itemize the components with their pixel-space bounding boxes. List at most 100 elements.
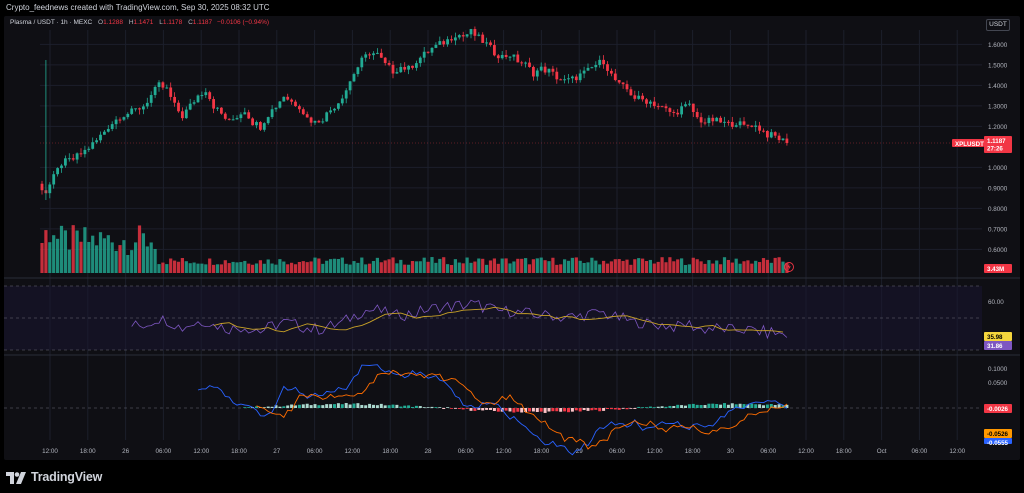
time-tick-label: 12:00 [798, 448, 814, 455]
macd-histogram-bar [621, 408, 625, 409]
candle-body [551, 68, 555, 72]
high-value: 1.1471 [133, 19, 154, 26]
macd-histogram-bar [461, 408, 465, 410]
macd-histogram-bar [719, 404, 723, 408]
time-tick-label: 27 [273, 448, 281, 455]
currency-badge[interactable]: USDT [986, 19, 1010, 31]
macd-histogram-bar [738, 403, 742, 408]
macd-histogram-bar [668, 405, 672, 408]
candle-body [524, 62, 527, 64]
candle-body [134, 108, 137, 110]
tradingview-logo[interactable]: TradingView [6, 470, 102, 484]
candle-body [247, 112, 251, 119]
macd-histogram-bar [742, 404, 746, 408]
candle-body [660, 106, 664, 108]
candle-body [227, 118, 231, 120]
macd-histogram-bar [648, 406, 652, 408]
macd-histogram-bar [762, 405, 765, 408]
volume-bar [297, 261, 301, 273]
price-chart[interactable]: 1.6000 1.5000 1.4000 1.3000 1.2000 1.0000 0.90… [0, 0, 1024, 462]
time-tick-label: 18:00 [836, 448, 852, 455]
macd-histogram-bar [372, 404, 375, 408]
high-label: H [128, 19, 134, 26]
volume-bar [410, 261, 415, 273]
candle-body [71, 158, 75, 160]
volume-bar [219, 264, 223, 273]
macd-histogram-bar [508, 408, 512, 412]
volume-bar [153, 248, 157, 273]
candle-body [75, 153, 79, 160]
symbol-legend[interactable]: Plasma / USDT · 1h · MEXC O1.1288 H1.147… [10, 19, 269, 26]
macd-histogram-bar [586, 408, 590, 411]
volume-bar [200, 263, 204, 273]
volume-bar [430, 257, 434, 273]
candle-body [337, 103, 340, 109]
macd-histogram-bar [699, 405, 703, 408]
macd-histogram-bar [297, 404, 301, 408]
candle-body [282, 96, 286, 102]
macd-histogram-bar [481, 408, 485, 411]
macd-histogram-bar [489, 408, 492, 410]
volume-bar [559, 264, 563, 273]
candle-body [138, 108, 141, 110]
candle-body [730, 121, 734, 127]
candle-body [594, 64, 598, 68]
candle-body [691, 103, 695, 112]
candle-body [481, 34, 485, 43]
volume-bar [141, 233, 145, 273]
volume-bar [699, 261, 703, 273]
rsi-ma-tag-text: 31.86 [987, 343, 1003, 350]
candle-body [547, 68, 551, 73]
candle-body [434, 44, 438, 48]
volume-bar [403, 264, 407, 273]
time-tick-label: 18:00 [231, 448, 247, 455]
macd-histogram-bar [473, 408, 477, 411]
volume-bar [137, 225, 142, 273]
candle-body [99, 134, 102, 141]
macd-histogram-bar [707, 403, 711, 408]
volume-bar [192, 262, 196, 273]
macd-histogram-bar [282, 406, 286, 408]
signal-tag-bg [984, 429, 1012, 438]
candle-body [426, 51, 430, 53]
volume-bar [590, 257, 594, 273]
symbol-title[interactable]: Plasma / USDT · 1h · MEXC [10, 19, 93, 26]
volume-bar [508, 263, 512, 273]
macd-histogram-bar [426, 407, 430, 408]
time-tick-label: 06:00 [156, 448, 172, 455]
macd-histogram-bar [333, 404, 336, 408]
candle-body [535, 70, 539, 77]
candle-body [223, 113, 227, 119]
volume-bar [691, 257, 695, 273]
volume-bar [582, 262, 586, 273]
symbol-name-tag: XPLUSDT [952, 139, 984, 148]
volume-bar [512, 261, 516, 273]
volume-bar [254, 263, 259, 273]
candle-body [286, 96, 290, 100]
chart-area[interactable] [4, 16, 1020, 460]
candle-body [56, 168, 59, 175]
candle-body [329, 110, 332, 113]
candle-body [574, 76, 578, 81]
candle-body [578, 73, 582, 81]
volume-bar [504, 258, 508, 273]
candle-body [325, 112, 329, 122]
candle-body [672, 111, 676, 113]
candle-body [454, 37, 457, 41]
volume-bar [180, 258, 184, 273]
volume-bar [383, 260, 387, 273]
volume-bar [496, 263, 500, 273]
macd-histogram-bar [262, 407, 266, 408]
volume-bars [40, 225, 789, 273]
volume-bar [527, 264, 532, 273]
macd-histogram-bar [594, 408, 598, 410]
volume-bar [617, 259, 621, 273]
volume-bar [223, 260, 227, 273]
candle-body [239, 114, 243, 119]
time-axis-ticks: 12:00 18:00 26 06:00 12:00 18:00 27 06:00 12:00 1… [42, 448, 965, 455]
candle-body [532, 66, 535, 77]
volume-bar [212, 264, 216, 273]
volume-bar [387, 259, 391, 273]
time-tick-label: 26 [122, 448, 130, 455]
